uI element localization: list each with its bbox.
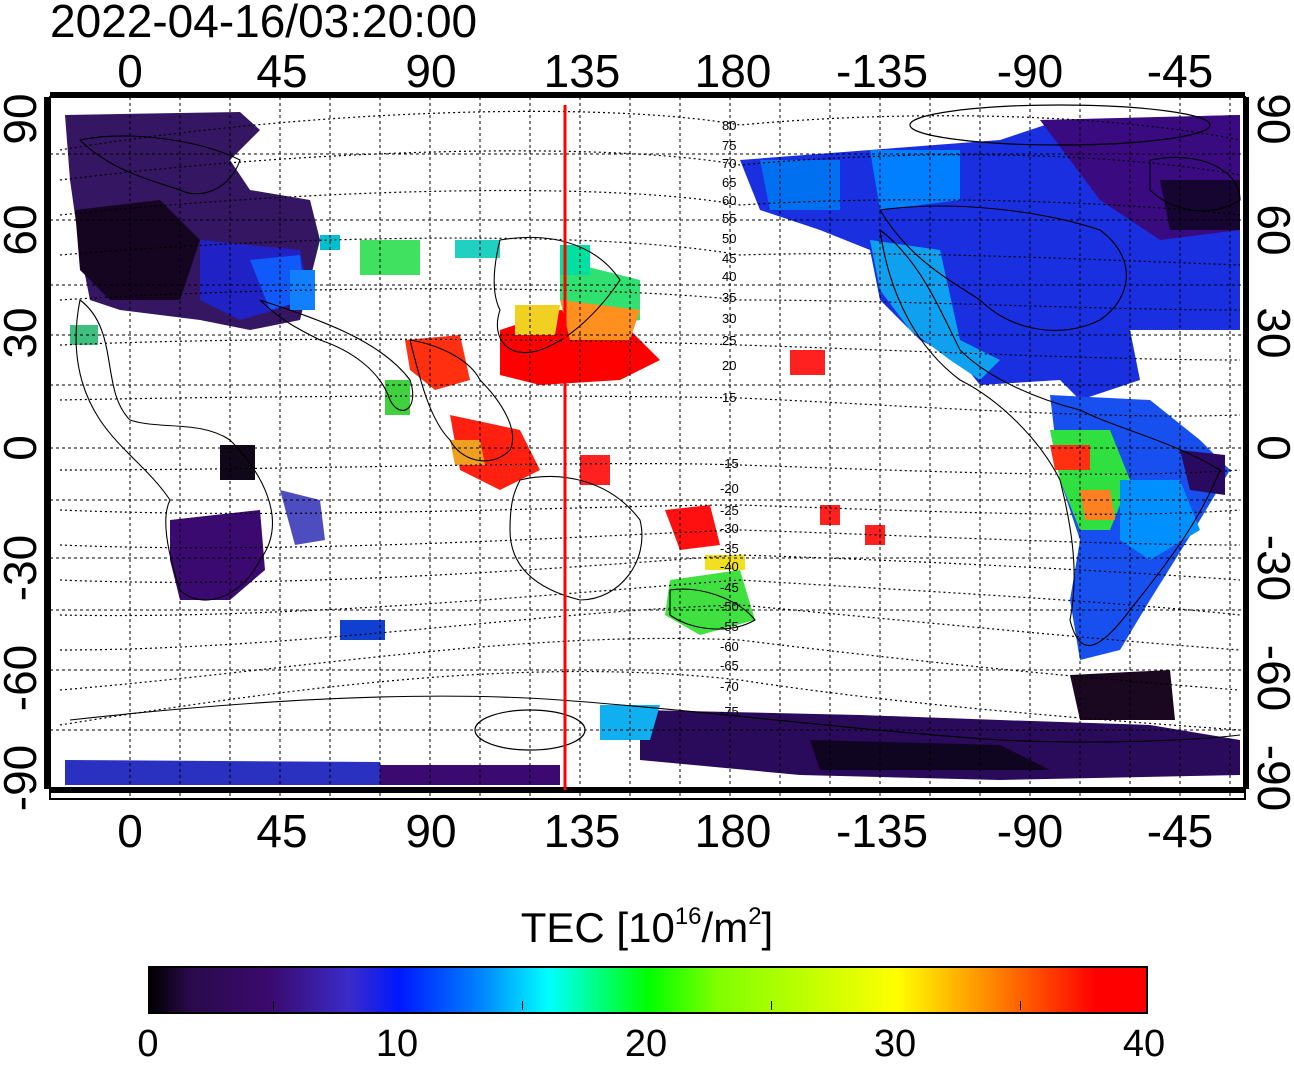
colorbar-tick-0: 0 bbox=[137, 1023, 159, 1065]
map-frame-bottom-bar bbox=[50, 787, 1245, 793]
colorbar bbox=[148, 966, 1148, 1014]
top-lon-tick-4: 180 bbox=[694, 45, 772, 97]
contour-label: 50 bbox=[722, 231, 736, 246]
map-frame-right-bar bbox=[1243, 97, 1249, 789]
map-frame-left-bar bbox=[44, 97, 50, 789]
contour-label: 30 bbox=[722, 311, 736, 326]
bottom-lon-tick-4: 180 bbox=[694, 805, 772, 857]
bottom-lon-tick-7: -45 bbox=[1146, 805, 1214, 857]
colorbar-tick-3: 30 bbox=[873, 1023, 917, 1065]
contour-label: -30 bbox=[720, 521, 739, 536]
contour-label: 70 bbox=[722, 156, 736, 171]
colorbar-tick-1: 10 bbox=[375, 1023, 419, 1065]
left-lat-tick-2: 30 bbox=[0, 307, 46, 359]
contour-label: -35 bbox=[720, 541, 739, 556]
contour-label: -50 bbox=[720, 599, 739, 614]
contour-label: 15 bbox=[722, 390, 736, 405]
contour-label: 20 bbox=[722, 358, 736, 373]
contour-label: -15 bbox=[720, 456, 739, 471]
contour-label: -55 bbox=[720, 619, 739, 634]
left-lat-tick-1: 60 bbox=[0, 204, 46, 256]
top-lon-tick-0: 0 bbox=[117, 45, 143, 97]
map-frame-top-bar bbox=[50, 92, 1245, 98]
right-lat-tick-4: -30 bbox=[1248, 534, 1294, 602]
contour-label: 35 bbox=[722, 290, 736, 305]
top-lon-tick-7: -45 bbox=[1146, 45, 1214, 97]
magnetic-contours bbox=[59, 104, 1241, 751]
colorbar-tick-4: 40 bbox=[1122, 1023, 1166, 1065]
top-lon-tick-5: -135 bbox=[835, 45, 929, 97]
bottom-lon-tick-5: -135 bbox=[835, 805, 929, 857]
tec-map: 80 75 70 65 60 55 50 45 40 35 30 25 20 15 -15 -20 -25 -30… bbox=[44, 92, 1249, 800]
bottom-lon-tick-3: 135 bbox=[543, 805, 621, 857]
left-lat-tick-3: 0 bbox=[0, 388, 46, 508]
left-lat-tick-0: 90 bbox=[0, 93, 46, 145]
left-lat-tick-4: -30 bbox=[0, 534, 46, 602]
right-lat-tick-2: 30 bbox=[1248, 307, 1294, 359]
contour-label: 45 bbox=[722, 251, 736, 266]
colorbar-tick-2: 20 bbox=[624, 1023, 668, 1065]
contour-labels: 80 75 70 65 60 55 50 45 40 35 30 25 20 15 -15 -20 -25 -30… bbox=[720, 118, 739, 719]
contour-label: 80 bbox=[722, 118, 736, 133]
top-lon-tick-1: 45 bbox=[256, 45, 308, 97]
contour-label: 25 bbox=[722, 333, 736, 348]
contour-label: 40 bbox=[722, 269, 736, 284]
coastlines bbox=[69, 135, 1241, 743]
left-lat-tick-6: -90 bbox=[0, 744, 46, 812]
contour-label: 75 bbox=[722, 138, 736, 153]
top-lon-tick-2: 90 bbox=[405, 45, 457, 97]
contour-label: -20 bbox=[720, 481, 739, 496]
right-lat-tick-0: 90 bbox=[1248, 93, 1294, 145]
contour-label: -25 bbox=[720, 503, 739, 518]
contour-label: 65 bbox=[722, 175, 736, 190]
bottom-lon-tick-0: 0 bbox=[117, 805, 143, 857]
contour-label: -65 bbox=[720, 658, 739, 673]
contour-label: 60 bbox=[722, 193, 736, 208]
colorbar-title: TEC [1016/m2] bbox=[520, 903, 774, 951]
bottom-lon-tick-1: 45 bbox=[256, 805, 308, 857]
right-lat-tick-1: 60 bbox=[1248, 204, 1294, 256]
contour-label: -45 bbox=[720, 580, 739, 595]
bottom-lon-tick-6: -90 bbox=[996, 805, 1064, 857]
timestamp: 2022-04-16/03:20:00 bbox=[50, 0, 478, 47]
right-lat-tick-3: 0 bbox=[1248, 388, 1294, 508]
contour-label: -75 bbox=[720, 704, 739, 719]
contour-label: 55 bbox=[722, 211, 736, 226]
bottom-lon-tick-2: 90 bbox=[405, 805, 457, 857]
right-lat-tick-6: -90 bbox=[1248, 744, 1294, 812]
top-lon-tick-6: -90 bbox=[996, 45, 1064, 97]
contour-label: -40 bbox=[720, 559, 739, 574]
tec-data-regions bbox=[65, 112, 1240, 785]
contour-label: -60 bbox=[720, 639, 739, 654]
graticule bbox=[50, 97, 1245, 799]
contour-label: -70 bbox=[720, 679, 739, 694]
top-lon-tick-3: 135 bbox=[543, 45, 621, 97]
